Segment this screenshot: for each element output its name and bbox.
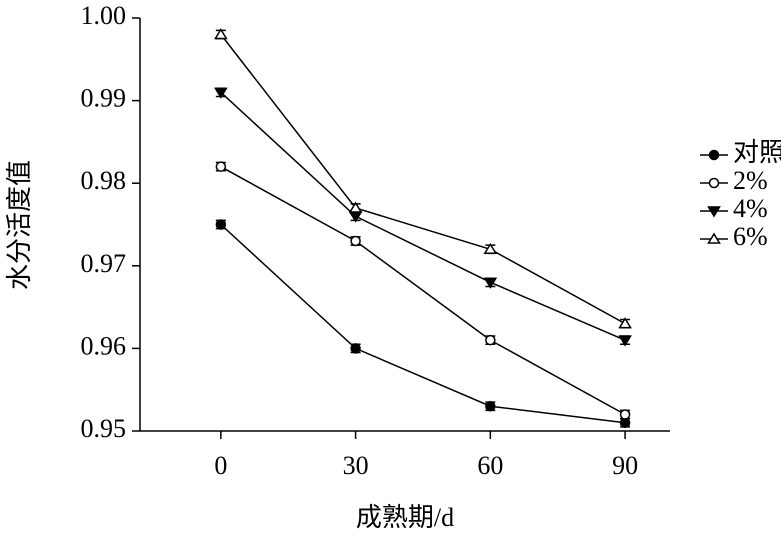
marker [350,343,361,354]
series-line [220,223,626,424]
series-line [220,34,626,325]
legend-label: 2% [733,166,768,195]
legend-label: 4% [733,194,768,223]
marker [350,235,361,247]
y-axis-label: 水分活度值 [5,160,34,290]
x-axis-label: 成熟期/d [356,503,454,532]
marker [214,28,228,40]
y-tick-label: 0.96 [81,331,127,360]
y-tick-label: 1.00 [81,1,127,30]
x-tick-label: 90 [612,451,638,480]
marker [618,335,632,347]
y-tick-label: 0.99 [81,84,127,113]
marker [707,232,721,244]
marker [348,201,363,213]
marker [215,219,227,230]
marker [483,242,498,255]
x-tick-label: 60 [477,451,503,480]
marker [215,161,227,172]
marker [214,87,228,99]
marker [619,409,631,420]
y-tick-label: 0.95 [81,414,127,443]
series-line [220,166,626,416]
x-tick-label: 0 [214,451,227,480]
marker [618,317,632,329]
marker [707,206,721,218]
marker [708,149,720,161]
marker [485,334,496,346]
y-tick-label: 0.98 [81,166,127,195]
series-line [220,91,626,341]
y-tick-label: 0.97 [81,249,127,278]
marker [483,277,498,289]
marker [708,177,720,189]
legend-label: 对照 [733,138,781,167]
marker [485,400,496,412]
x-tick-label: 30 [343,451,369,480]
legend-label: 6% [733,222,768,251]
